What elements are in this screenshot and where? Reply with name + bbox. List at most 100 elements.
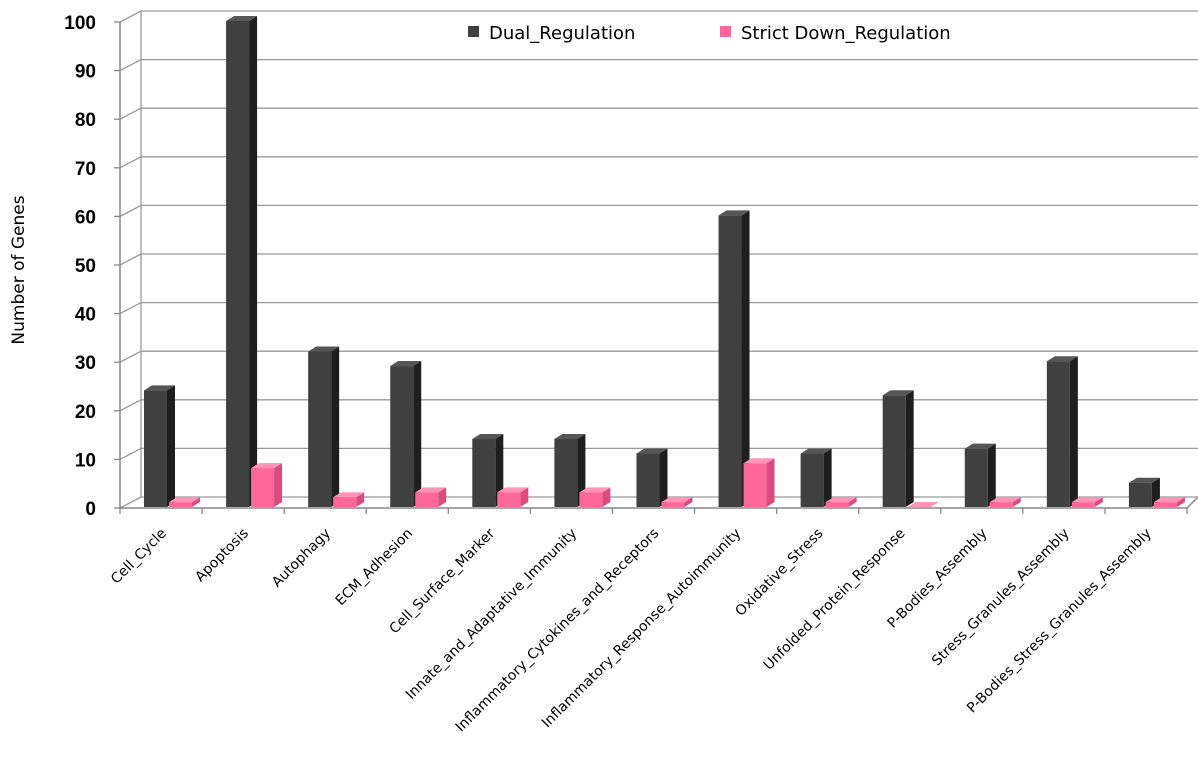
bar-strict-down-regulation-inflammatory-response-autoimmunity [743,458,775,507]
bar-top [964,443,996,449]
bar-side [331,346,340,507]
bar-strict-down-regulation-unfolded-protein-response [907,502,939,507]
gridline-side-20 [119,399,142,412]
bar-top [169,497,200,503]
bar-top [907,502,939,507]
legend-item-dual-regulation: Dual_Regulation [468,23,635,44]
gridline-side-40 [119,302,142,315]
legend-label-strict-down-regulation: Strict Down_Regulation [741,23,951,44]
axis-layer [114,21,1198,514]
bar-top [1128,477,1160,483]
x-tick-label-oxidative-stress: Oxidative_Stress [732,526,826,620]
bar-strict-down-regulation-innate-and-adaptative-immunity [579,487,611,507]
bar-dual-regulation-ecm-adhesion [390,361,422,507]
bar-top [1071,497,1103,503]
bar-top [1153,497,1185,503]
bar-side [823,448,832,507]
bar-front [1046,361,1070,507]
gridline-side-100 [119,10,142,23]
bar-front [579,492,603,507]
bar-front [661,502,685,507]
y-tick-label-60: 60 [75,207,96,228]
bar-top [1046,356,1078,362]
bar-dual-regulation-inflammatory-response-autoimmunity [718,210,750,507]
bar-top [144,385,175,391]
bar-side [438,487,447,507]
bars-layer [144,16,1185,507]
legend-swatch-dual-regulation [468,26,479,37]
bar-front [1071,502,1095,507]
bar-front [226,21,250,507]
gridline-side-50 [119,253,142,266]
bar-top [472,433,504,439]
bar-top [825,497,857,503]
bar-dual-regulation-apoptosis [226,16,258,507]
gridline-side-80 [119,107,142,120]
gridline-side-30 [119,350,142,363]
y-tick-label-90: 90 [75,62,96,83]
bar-front [636,453,660,507]
y-tick-label-10: 10 [75,450,96,471]
bar-dual-regulation-autophagy [308,346,340,507]
bar-side [766,458,775,507]
bar-dual-regulation-cell-cycle [144,385,175,507]
bar-side [1069,356,1078,507]
bar-front [1128,482,1152,507]
bar-strict-down-regulation-inflammatory-cytokines-and-receptors [661,497,693,507]
floor-right-edge [1186,496,1198,509]
bar-dual-regulation-inflammatory-cytokines-and-receptors [636,448,668,507]
y-tick-label-0: 0 [85,499,96,520]
bar-dual-regulation-unfolded-protein-response [882,390,914,507]
bar-side [1094,497,1103,507]
bar-front [251,468,275,507]
bar-top [718,210,750,216]
bar-top [989,497,1021,503]
x-tick-label-innate-and-adaptative-immunity: Innate_and_Adaptative_Immunity [403,526,580,703]
bar-top [882,390,914,396]
bar-side [249,16,258,507]
bar-front [554,438,578,507]
x-tick-label-cell-cycle: Cell_Cycle [108,526,170,588]
bar-front [308,351,332,507]
bar-strict-down-regulation-p-bodies-assembly [989,497,1021,507]
bar-top [390,361,422,367]
gridline-side-0 [119,496,142,509]
y-tick-label-30: 30 [75,353,96,374]
bar-top [415,487,447,493]
bar-side [602,487,611,507]
bar-strict-down-regulation-apoptosis [251,463,283,507]
bar-side [495,433,504,507]
x-tick-label-apoptosis: Apoptosis [192,526,252,586]
gridline-side-60 [119,204,142,217]
bar-front [964,448,988,507]
bar-side [274,463,283,507]
bar-top [308,346,340,352]
bar-front [333,497,357,507]
x-tick-label-stress-granules-assembly: Stress_Granules_Assembly [929,526,1073,670]
bar-dual-regulation-p-bodies-assembly [964,443,996,507]
y-tick-label-80: 80 [75,110,96,131]
gridline-side-10 [119,447,142,460]
bar-strict-down-regulation-autophagy [333,492,365,507]
bar-side [167,385,175,507]
legend: Dual_Regulation Strict Down_Regulation [468,23,951,44]
y-tick-label-70: 70 [75,159,96,180]
bar-top [661,497,693,503]
bar-front [743,463,767,507]
bar-side [413,361,422,507]
bar-dual-regulation-stress-granules-assembly [1046,356,1078,507]
y-tick-label-50: 50 [75,256,96,277]
legend-item-strict-down-regulation: Strict Down_Regulation [720,23,951,44]
bar-top [743,458,775,464]
bar-side [356,492,365,507]
bar-side [741,210,750,507]
y-tick-label-20: 20 [75,402,96,423]
bar-front [800,453,824,507]
bar-dual-regulation-cell-surface-marker [472,433,504,507]
legend-label-dual-regulation: Dual_Regulation [489,23,635,44]
gridline-side-70 [119,156,142,169]
bar-dual-regulation-innate-and-adaptative-immunity [554,433,586,507]
bar-front [825,502,849,507]
bar-side [659,448,668,507]
bar-side [848,497,857,507]
